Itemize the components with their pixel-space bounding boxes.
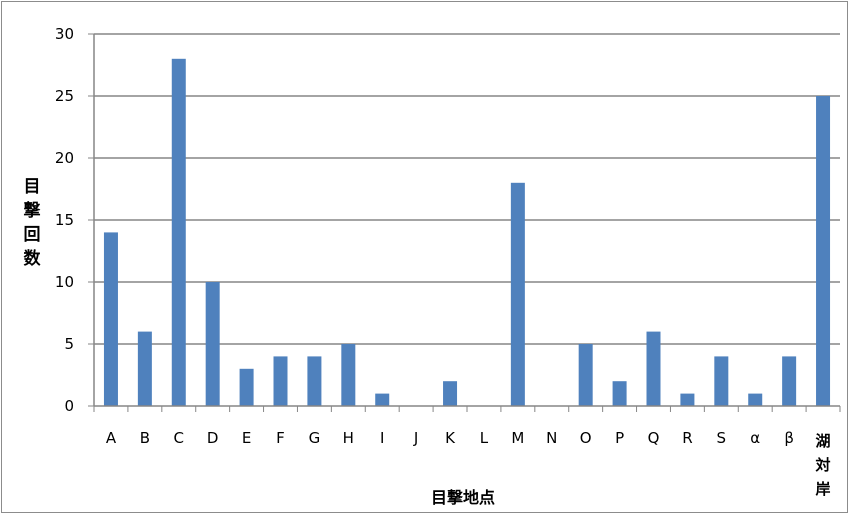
y-tick-label: 0 — [64, 397, 74, 415]
y-tick-label: 20 — [55, 149, 74, 167]
bar-湖対岸 — [816, 96, 831, 406]
x-tick-label: A — [106, 429, 117, 447]
x-axis-title: 目撃地点 — [431, 488, 495, 507]
bar-F — [273, 356, 288, 406]
bar-C — [171, 58, 186, 407]
bar-O — [578, 344, 593, 406]
y-tick-label: 25 — [55, 87, 74, 105]
bar-D — [205, 282, 220, 406]
x-tick-label: 湖対岸 — [815, 432, 831, 498]
bar-S — [714, 356, 729, 406]
bar-B — [137, 331, 152, 406]
x-tick-label: E — [242, 429, 251, 447]
bar-M — [510, 182, 525, 406]
y-axis-title-char: 数 — [23, 249, 41, 269]
x-tick-label: B — [140, 429, 150, 447]
x-tick-label: I — [380, 429, 384, 447]
bar-I — [375, 393, 390, 406]
y-axis-title-char: 回 — [23, 225, 41, 245]
bar-A — [103, 232, 118, 406]
bar-Q — [646, 331, 661, 406]
y-tick-label: 10 — [55, 273, 74, 291]
y-tick-label: 15 — [55, 211, 74, 229]
bar-R — [680, 393, 695, 406]
x-tick-label: J — [413, 429, 418, 447]
x-tick-label: R — [682, 429, 692, 447]
x-tick-label: S — [717, 429, 727, 447]
x-tick-label: O — [580, 429, 592, 447]
y-axis-title-char: 撃 — [23, 201, 41, 221]
x-tick-label: L — [480, 429, 489, 447]
x-tick-label: Q — [648, 429, 660, 447]
bar-G — [307, 356, 322, 406]
y-tick-labels: 0 5 10 15 20 25 30 — [55, 25, 74, 415]
x-tick-label: β — [784, 429, 794, 447]
bar-K — [443, 381, 458, 406]
x-tick-label: G — [309, 429, 321, 447]
x-tick-label: H — [343, 429, 354, 447]
x-tick-label: D — [207, 429, 219, 447]
x-tick-label: M — [511, 429, 524, 447]
bar-P — [612, 381, 627, 406]
x-tick-label: F — [276, 429, 285, 447]
axes — [88, 33, 841, 412]
x-tick-label: C — [174, 429, 184, 447]
x-tick-label: P — [615, 429, 624, 447]
x-tick-label: N — [546, 429, 557, 447]
y-tick-label: 30 — [55, 25, 74, 43]
bar-β — [782, 356, 797, 406]
bars — [103, 58, 831, 407]
bar-α — [748, 393, 763, 406]
x-tick-label: α — [750, 429, 760, 447]
y-tick-label: 5 — [64, 335, 74, 353]
bar-H — [341, 344, 356, 406]
bar-E — [239, 368, 254, 406]
x-tick-label: K — [445, 429, 456, 447]
y-axis-title-char: 目 — [23, 177, 41, 197]
